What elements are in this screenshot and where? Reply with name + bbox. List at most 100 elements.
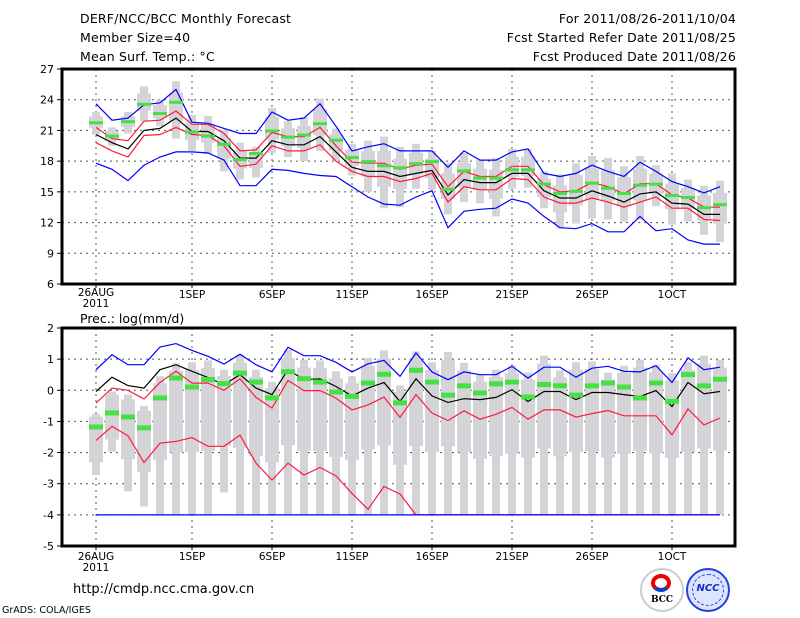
observation-mark — [393, 166, 407, 170]
observation-mark — [361, 160, 375, 164]
y-tick-label: 1 — [47, 353, 54, 366]
x-tick-label: 11SEP — [336, 289, 369, 301]
forecast-produced-date: Fcst Produced Date 2011/08/26 — [532, 49, 736, 64]
x-tick-label: 1OCT — [658, 289, 687, 301]
observation-mark — [569, 189, 583, 193]
observation-mark — [457, 383, 471, 389]
bcc-logo: BCC — [640, 568, 684, 612]
range-box — [361, 365, 375, 450]
observation-mark — [105, 410, 119, 416]
top-panel-x-start-label: 26AUG 2011 — [77, 287, 115, 310]
bcc-logo-text: BCC — [650, 595, 674, 605]
range-box — [697, 363, 711, 449]
y-tick-label: -1 — [43, 415, 54, 428]
series-mean-line — [95, 364, 721, 408]
x-tick-label: 6SEP — [259, 289, 285, 301]
x-tick-label: 16SEP — [416, 551, 449, 563]
forecast-start-date: Fcst Started Refer Date 2011/08/25 — [506, 30, 736, 45]
observation-mark — [297, 133, 311, 137]
observation-mark — [489, 381, 503, 387]
observation-mark — [313, 379, 327, 385]
observation-mark — [617, 191, 631, 195]
observation-mark — [393, 400, 407, 406]
range-box — [425, 158, 439, 179]
observation-mark — [665, 193, 679, 197]
observation-mark — [281, 369, 295, 375]
observation-mark — [649, 380, 663, 386]
observation-mark — [585, 383, 599, 389]
member-size: Member Size=40 — [80, 30, 191, 45]
observation-mark — [441, 392, 455, 398]
y-tick-label: -4 — [43, 509, 54, 522]
y-tick-label: 0 — [47, 384, 54, 397]
range-box — [473, 381, 487, 459]
observation-mark — [681, 196, 695, 199]
x-tick-label: 1OCT — [658, 551, 687, 563]
range-box — [681, 369, 695, 452]
range-box — [233, 362, 247, 448]
range-box — [281, 358, 295, 446]
observation-mark — [665, 398, 679, 404]
y-tick-label: 24 — [40, 94, 54, 107]
series-mean-line — [95, 117, 720, 215]
observation-mark — [233, 158, 247, 162]
range-box — [329, 134, 343, 151]
observation-mark — [345, 393, 359, 399]
observation-mark — [409, 367, 423, 373]
observation-mark — [585, 181, 599, 185]
range-box — [153, 105, 167, 119]
range-box — [249, 152, 263, 169]
x-tick-label: 6SEP — [259, 551, 285, 563]
observation-mark — [649, 182, 663, 186]
observation-mark — [137, 425, 151, 431]
range-box — [105, 394, 119, 440]
observation-mark — [697, 383, 711, 389]
observation-mark — [521, 168, 535, 172]
range-box — [713, 367, 727, 451]
y-tick-label: 15 — [40, 186, 54, 199]
range-box — [169, 370, 183, 453]
observation-mark — [137, 102, 151, 106]
observation-mark — [265, 129, 279, 133]
x-tick-label: 1SEP — [179, 551, 205, 563]
observation-mark — [377, 164, 391, 168]
observation-mark — [377, 371, 391, 377]
series-max-line — [95, 342, 721, 384]
range-box — [585, 368, 599, 452]
range-box — [617, 373, 631, 454]
website-url[interactable]: http://cmdp.ncc.cma.gov.cn — [73, 582, 255, 597]
observation-mark — [473, 390, 487, 396]
plot-frame — [60, 326, 737, 548]
observation-mark — [329, 138, 343, 142]
observation-mark — [505, 168, 519, 172]
y-tick-label: 12 — [40, 217, 54, 230]
observation-mark — [601, 380, 615, 386]
series-upper-line — [95, 110, 720, 208]
range-box — [537, 178, 551, 198]
y-tick-label: 27 — [40, 63, 54, 76]
range-box — [553, 377, 567, 457]
observation-mark — [553, 383, 567, 389]
observation-mark — [569, 392, 583, 398]
observation-mark — [489, 176, 503, 180]
series-min-line — [95, 151, 720, 245]
range-box — [249, 376, 263, 457]
x-tick-label: 26AUG — [78, 551, 114, 563]
observation-mark — [153, 395, 167, 401]
range-box — [569, 369, 583, 452]
observation-mark — [233, 370, 247, 376]
range-box — [457, 162, 471, 188]
observation-mark — [249, 151, 263, 155]
observation-mark — [681, 372, 695, 378]
range-box — [665, 380, 679, 458]
grads-credit: GrADS: COLA/IGES — [2, 605, 91, 616]
range-box — [137, 93, 151, 111]
range-box — [505, 373, 519, 454]
range-box — [393, 158, 407, 190]
x-tick-label: 21SEP — [496, 551, 529, 563]
range-box — [153, 383, 167, 460]
observation-mark — [185, 130, 199, 134]
observation-mark — [313, 122, 327, 126]
range-box — [601, 379, 615, 458]
observation-mark — [633, 183, 647, 187]
